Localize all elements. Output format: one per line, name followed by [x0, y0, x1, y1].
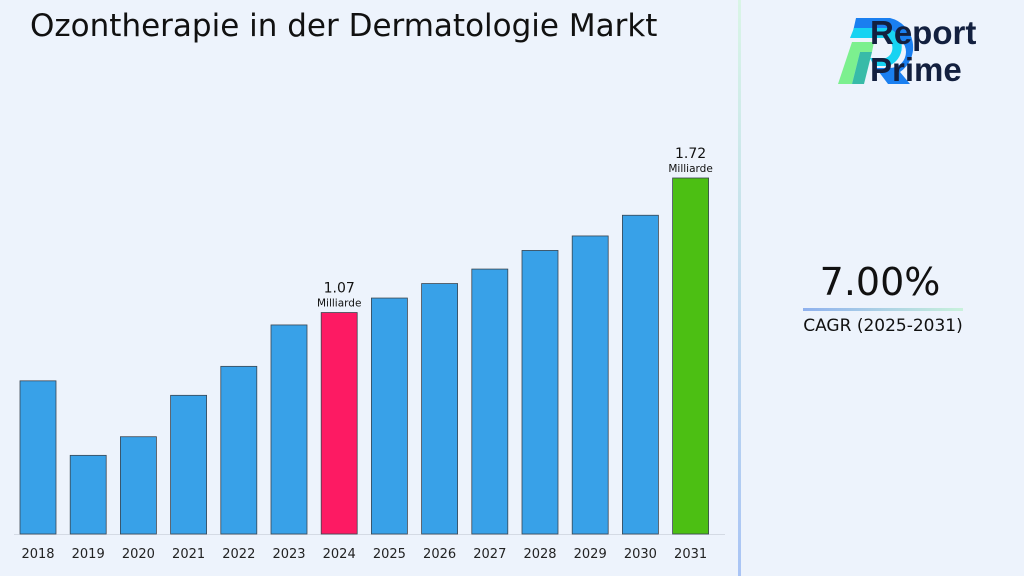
bar-2029 — [571, 235, 609, 535]
bar-2022 — [220, 365, 258, 535]
bar-2026 — [421, 283, 459, 535]
bar-2025 — [370, 297, 408, 535]
bar-2021 — [170, 394, 208, 535]
bar-2031 — [672, 177, 709, 535]
cagr-underline — [803, 308, 963, 311]
x-tick-label-2022: 2022 — [222, 547, 255, 562]
x-tick-label-2019: 2019 — [72, 547, 105, 562]
data-label-value-2031: 1.72 — [675, 146, 706, 162]
x-tick-label-2029: 2029 — [574, 547, 607, 562]
bar-2027 — [471, 268, 509, 535]
brand-line1: Report — [870, 14, 977, 51]
x-tick-label-2018: 2018 — [21, 547, 54, 562]
x-tick-label-2028: 2028 — [523, 547, 556, 562]
report-prime-logo-icon — [838, 18, 914, 84]
bar-2030 — [622, 214, 659, 535]
x-tick-label-2027: 2027 — [473, 547, 506, 562]
x-tick-label-2020: 2020 — [122, 547, 155, 562]
x-tick-label-2025: 2025 — [373, 547, 406, 562]
bar-2023 — [270, 324, 308, 535]
x-tick-label-2031: 2031 — [674, 547, 707, 562]
cagr-label: CAGR (2025-2031) — [803, 316, 963, 336]
bar-2020 — [120, 436, 157, 535]
data-label-value-2024: 1.07 — [324, 281, 355, 297]
bar-chart: 2018 2019 2020 2021 2022 2023 2024 2025 2026 2027… — [14, 146, 725, 562]
divider — [738, 0, 741, 576]
x-tick-label-2024: 2024 — [323, 547, 356, 562]
bar-2024 — [320, 312, 358, 535]
chart-title: Ozontherapie in der Dermatologie Markt — [30, 8, 658, 44]
brand-line2: Prime — [870, 51, 962, 88]
x-tick-label-2021: 2021 — [172, 547, 205, 562]
x-tick-label-2030: 2030 — [624, 547, 657, 562]
data-label-unit-2024: Milliarde — [317, 298, 361, 310]
data-label-unit-2031: Milliarde — [668, 163, 712, 175]
x-tick-label-2026: 2026 — [423, 547, 456, 562]
x-tick-label-2023: 2023 — [272, 547, 305, 562]
bar-2019 — [69, 454, 107, 535]
brand-name: Report Prime — [870, 14, 976, 88]
bar-2018 — [19, 380, 57, 535]
bar-2028 — [521, 250, 559, 535]
cagr-value: 7.00% — [819, 260, 941, 304]
